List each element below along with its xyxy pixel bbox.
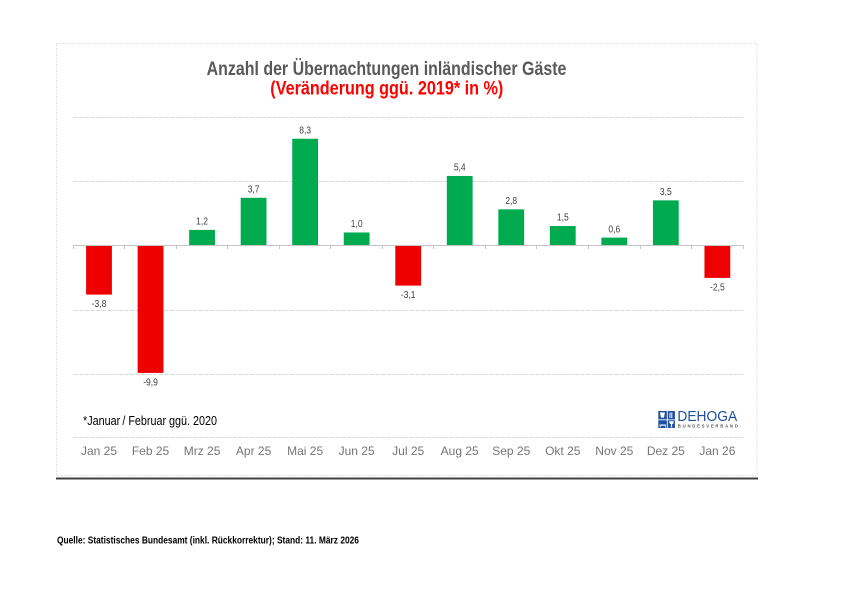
svg-text:Okt 25: Okt 25: [545, 444, 581, 458]
svg-text:Aug 25: Aug 25: [441, 444, 479, 458]
svg-text:Jun 25: Jun 25: [339, 444, 375, 458]
svg-text:1,5: 1,5: [557, 212, 569, 223]
svg-text:Nov 25: Nov 25: [595, 444, 633, 458]
svg-text:Sep 25: Sep 25: [492, 444, 530, 458]
svg-text:1,0: 1,0: [351, 219, 363, 230]
svg-text:Quelle: Statistisches Bundesam: Quelle: Statistisches Bundesamt (inkl. R…: [57, 535, 359, 546]
svg-text:Mrz 25: Mrz 25: [184, 444, 221, 458]
svg-text:8,3: 8,3: [299, 125, 311, 136]
svg-text:-3,8: -3,8: [92, 298, 107, 309]
svg-text:-3,1: -3,1: [401, 289, 416, 300]
svg-text:3,7: 3,7: [248, 184, 260, 195]
svg-text:Mai 25: Mai 25: [287, 444, 323, 458]
svg-text:Jul 25: Jul 25: [392, 444, 424, 458]
svg-text:-2,5: -2,5: [710, 282, 725, 293]
svg-text:Anzahl der Übernachtungen inlä: Anzahl der Übernachtungen inländischer G…: [207, 58, 567, 80]
svg-text:Jan 25: Jan 25: [81, 444, 117, 458]
svg-text:5,4: 5,4: [454, 162, 466, 173]
svg-text:Apr 25: Apr 25: [236, 444, 272, 458]
svg-text:Feb 25: Feb 25: [132, 444, 170, 458]
svg-text:3,5: 3,5: [660, 186, 672, 197]
svg-text:*Januar / Februar ggü. 2020: *Januar / Februar ggü. 2020: [83, 413, 217, 428]
svg-text:-9,9: -9,9: [143, 377, 158, 388]
svg-text:DEHOGA: DEHOGA: [677, 409, 737, 426]
svg-text:0,6: 0,6: [608, 224, 620, 235]
svg-text:Dez 25: Dez 25: [647, 444, 685, 458]
svg-text:BUNDESVERBAND: BUNDESVERBAND: [678, 423, 740, 428]
svg-text:(Veränderung ggü. 2019* in %): (Veränderung ggü. 2019* in %): [270, 77, 503, 99]
svg-text:1,2: 1,2: [196, 216, 208, 227]
svg-text:2,8: 2,8: [505, 195, 517, 206]
svg-text:Jan 26: Jan 26: [699, 444, 735, 458]
